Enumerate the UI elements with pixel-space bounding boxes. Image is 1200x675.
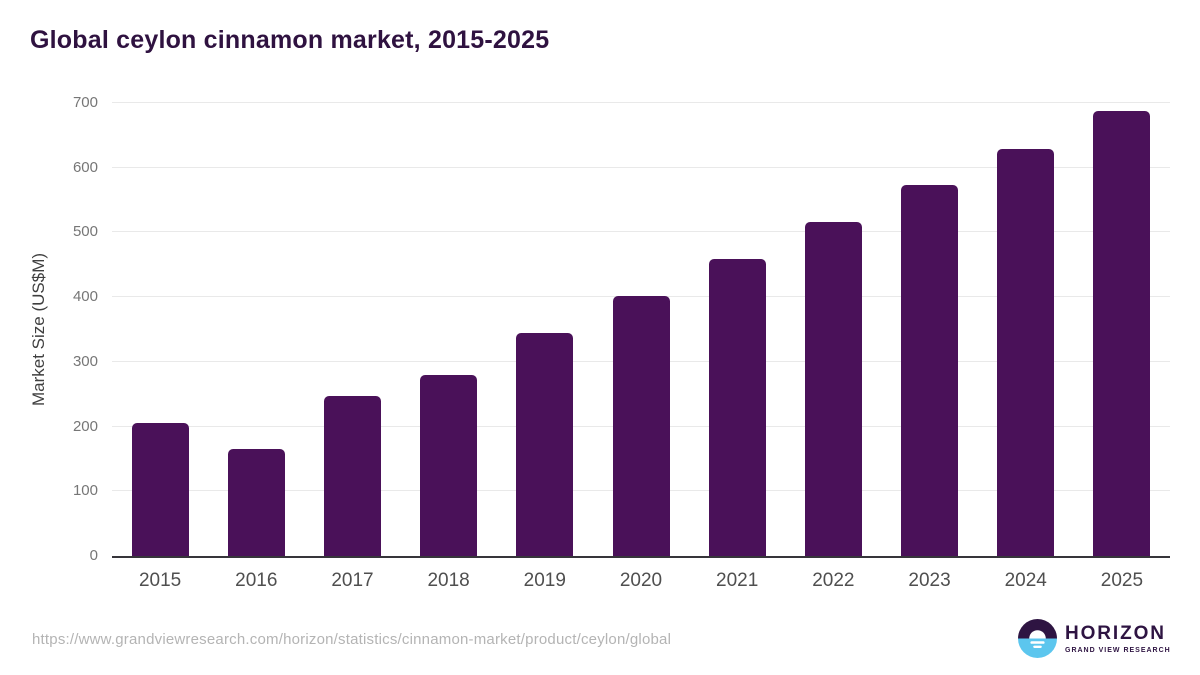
page-title: Global ceylon cinnamon market, 2015-2025 (30, 26, 550, 54)
y-tick-label-500: 500 (72, 223, 98, 241)
source-url: https://www.grandviewresearch.com/horizo… (32, 631, 672, 648)
x-tick-label-2023: 2023 (908, 570, 951, 591)
x-tick-label-2017: 2017 (331, 570, 374, 591)
bar-2021 (708, 258, 766, 556)
plot-area (112, 102, 1170, 558)
bar-2016 (227, 449, 285, 556)
x-tick-label-2024: 2024 (1004, 570, 1047, 591)
y-tick-label-600: 600 (72, 158, 98, 176)
horizon-sun-icon (1018, 619, 1057, 658)
gridline-500 (112, 231, 1170, 233)
bar-2017 (323, 395, 381, 556)
bar-2025 (1093, 111, 1151, 556)
horizon-logo: HORIZON GRAND VIEW RESEARCH (1018, 619, 1171, 658)
x-tick-label-2020: 2020 (619, 570, 663, 591)
y-tick-label-100: 100 (72, 482, 98, 500)
y-tick-label-200: 200 (72, 417, 98, 435)
bar-2022 (804, 222, 862, 556)
bar-2018 (420, 374, 478, 556)
bar-2020 (612, 295, 670, 556)
gridline-700 (112, 102, 1170, 103)
x-axis-line (112, 556, 1170, 558)
x-tick-label-2018: 2018 (427, 570, 470, 591)
x-tick-label-2019: 2019 (523, 570, 566, 591)
logo-brand: HORIZON (1065, 622, 1166, 644)
bar-2023 (901, 185, 959, 556)
y-tick-label-0: 0 (89, 547, 98, 564)
x-tick-label-2021: 2021 (716, 570, 759, 591)
x-tick-label-2016: 2016 (235, 570, 278, 591)
x-tick-label-2015: 2015 (138, 570, 182, 591)
y-tick-label-400: 400 (72, 288, 98, 306)
x-tick-label-2022: 2022 (812, 570, 855, 591)
gridline-600 (112, 166, 1170, 168)
y-tick-label-700: 700 (72, 94, 98, 111)
x-tick-label-2025: 2025 (1100, 570, 1144, 591)
bar-2015 (131, 422, 189, 556)
logo-text: HORIZON GRAND VIEW RESEARCH (1065, 624, 1171, 654)
logo-subbrand: GRAND VIEW RESEARCH (1065, 646, 1171, 654)
bar-2019 (516, 332, 574, 556)
y-tick-label-300: 300 (72, 352, 98, 370)
bar-2024 (997, 148, 1055, 556)
